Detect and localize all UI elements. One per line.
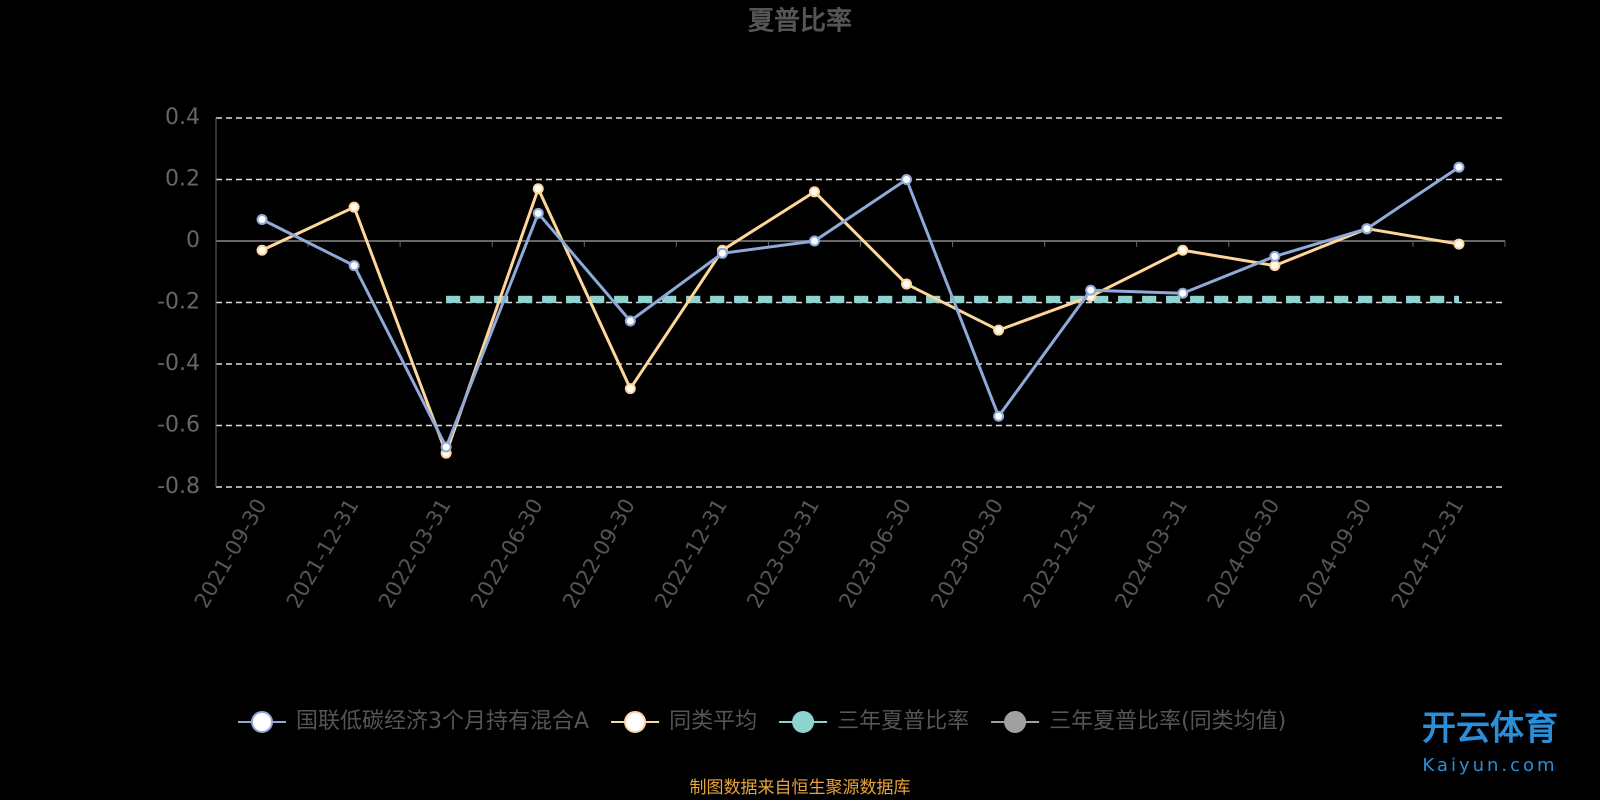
data-point <box>256 244 268 256</box>
y-tick-label: -0.2 <box>157 290 200 315</box>
y-tick-label: 0 <box>186 228 200 253</box>
data-point <box>348 260 360 272</box>
legend-symbol <box>251 711 273 733</box>
data-point <box>1085 284 1097 296</box>
data-point <box>1269 250 1281 262</box>
legend-label: 国联低碳经济3个月持有混合A <box>296 709 589 734</box>
data-point <box>532 207 544 219</box>
data-point <box>1453 238 1465 250</box>
data-point <box>808 235 820 247</box>
data-point <box>1361 223 1373 235</box>
legend-label: 三年夏普比率 <box>837 709 969 734</box>
data-point <box>1269 260 1281 272</box>
data-point <box>348 201 360 213</box>
data-point <box>256 213 268 225</box>
data-point <box>624 383 636 395</box>
legend-label: 同类平均 <box>669 709 757 734</box>
data-point <box>993 410 1005 422</box>
legend-label: 三年夏普比率(同类均值) <box>1049 709 1286 734</box>
data-point <box>716 247 728 259</box>
legend-symbol <box>1004 711 1027 733</box>
data-point <box>1177 287 1189 299</box>
data-point <box>808 186 820 198</box>
y-tick-label: -0.6 <box>157 413 200 438</box>
source-note: 制图数据来自恒生聚源数据库 <box>690 778 911 798</box>
data-point <box>624 315 636 327</box>
legend-symbol <box>792 711 815 733</box>
data-point <box>1177 244 1189 256</box>
y-tick-label: 0.4 <box>165 105 200 130</box>
data-point <box>901 174 913 185</box>
data-point <box>440 441 452 453</box>
watermark-title: 开云体育 <box>1422 709 1558 749</box>
y-tick-label: -0.4 <box>157 351 200 376</box>
series-line <box>261 165 1460 451</box>
y-tick-label: 0.2 <box>165 167 200 192</box>
y-tick-label: -0.8 <box>157 474 200 499</box>
data-point <box>532 183 544 195</box>
watermark-url: Kaiyun.com <box>1422 755 1557 776</box>
data-point <box>1453 161 1465 173</box>
data-point <box>993 324 1005 336</box>
data-point <box>901 278 913 290</box>
legend-symbol <box>624 711 647 733</box>
chart-title: 夏普比率 <box>748 6 852 37</box>
